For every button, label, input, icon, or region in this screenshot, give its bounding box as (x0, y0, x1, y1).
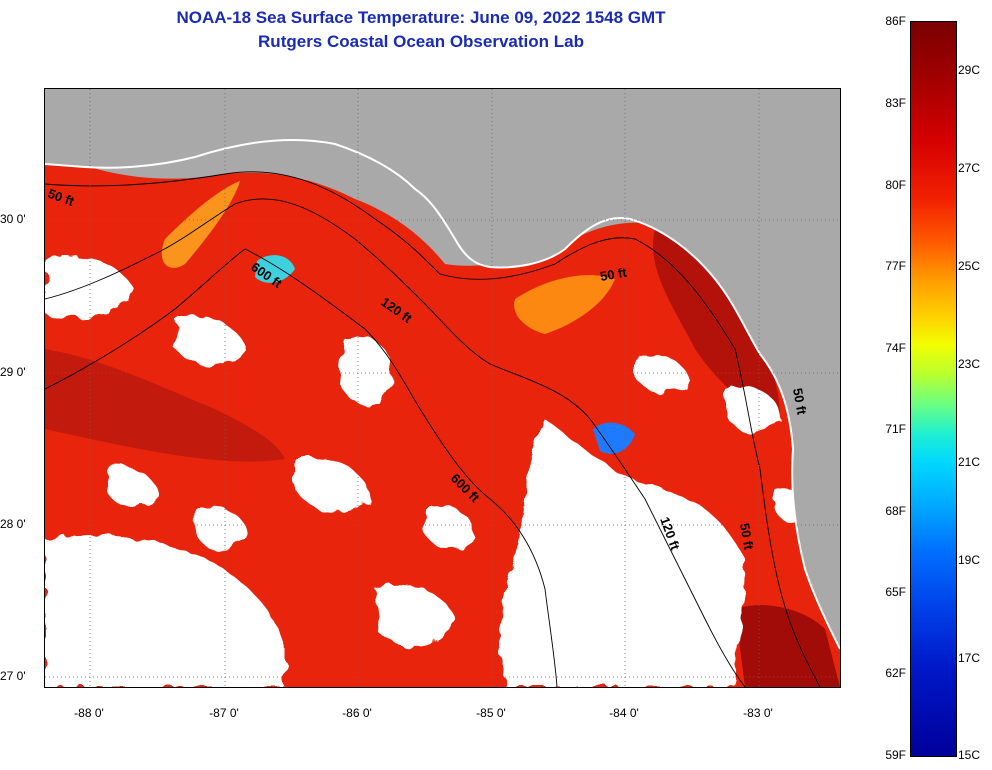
cold-upwelling-tampa (593, 422, 635, 454)
graticule (45, 89, 840, 687)
contour-label: 50 ft (790, 387, 810, 417)
bathymetry-contours (45, 171, 821, 687)
colorbar-f-label: 65F (885, 585, 906, 599)
colorbar-f-label: 86F (885, 14, 906, 28)
cool-plume-coast (161, 181, 240, 268)
lon-label-85: -85 0' (476, 706, 506, 720)
colorbar-f-label: 71F (885, 422, 906, 436)
coastline (45, 138, 840, 650)
colorbar-f-label: 59F (885, 748, 906, 762)
cold-spot-capesansblas (255, 255, 295, 283)
colorbar-f-label: 83F (885, 96, 906, 110)
hot-water-southeast (735, 605, 840, 687)
colorbar-c-label: 21C (958, 455, 981, 469)
colorbar-c-label: 29C (958, 63, 981, 77)
hot-water-east (653, 229, 780, 419)
land-mass (45, 89, 840, 649)
colorbar-f-label: 68F (885, 504, 906, 518)
lon-label-87: -87 0' (209, 706, 239, 720)
sst-map: 50 ft 600 ft 120 ft 50 ft 600 ft 120 ft … (44, 88, 841, 688)
lat-label-27: 27 0' (0, 669, 26, 683)
map-subtitle: Rutgers Coastal Ocean Observation Lab (258, 32, 584, 51)
colorbar-c-label: 23C (958, 357, 981, 371)
temperature-colorbar (910, 21, 957, 757)
lat-label-29: 29 0' (0, 365, 26, 379)
lon-label-83: -83 0' (743, 706, 773, 720)
colorbar-f-label: 77F (885, 259, 906, 273)
colorbar-c-label: 25C (958, 259, 981, 273)
lat-label-28: 28 0' (0, 517, 26, 531)
colorbar-c-label: 19C (958, 553, 981, 567)
colorbar-c-label: 15C (958, 748, 981, 762)
map-title: NOAA-18 Sea Surface Temperature: June 09… (176, 8, 666, 27)
colorbar-f-label: 80F (885, 178, 906, 192)
sst-map-graphic: 50 ft 600 ft 120 ft 50 ft 600 ft 120 ft … (45, 89, 840, 687)
colorbar-f-label: 74F (885, 341, 906, 355)
cool-plume-bigbend (514, 275, 615, 334)
lon-label-84: -84 0' (609, 706, 639, 720)
colorbar-f-label: 62F (885, 666, 906, 680)
contour-label: 50 ft (737, 522, 757, 552)
colorbar-c-label: 27C (958, 161, 981, 175)
colorbar-c-label: 17C (958, 651, 981, 665)
contour-label: 50 ft (599, 264, 629, 284)
lon-label-86: -86 0' (342, 706, 372, 720)
lon-label-88: -88 0' (74, 706, 104, 720)
lat-label-30: 30 0' (0, 212, 26, 226)
